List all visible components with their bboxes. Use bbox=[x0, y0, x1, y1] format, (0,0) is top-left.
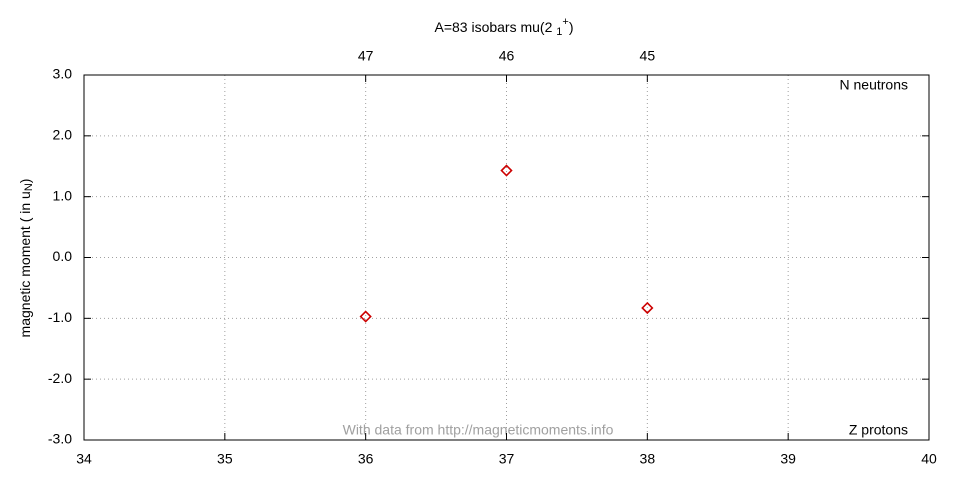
x2-tick-label: 47 bbox=[358, 48, 374, 64]
y-axis-label: magnetic moment ( in uN) bbox=[17, 179, 35, 338]
x2-tick-label: 45 bbox=[640, 48, 656, 64]
title-sub: 1 bbox=[556, 26, 562, 38]
title-main: A=83 isobars mu(2 bbox=[434, 19, 556, 35]
x-tick-label: 39 bbox=[780, 451, 796, 467]
ylabel-main: magnetic moment ( in u bbox=[17, 191, 33, 337]
annotation: With data from http://magneticmoments.in… bbox=[343, 422, 614, 438]
ylabel-sub: N bbox=[23, 183, 35, 191]
title-end: ) bbox=[569, 19, 574, 35]
point bbox=[641, 301, 654, 315]
x-tick-label: 40 bbox=[921, 451, 937, 467]
x-tick-label: 38 bbox=[640, 451, 656, 467]
title-sup: + bbox=[562, 16, 568, 28]
y-tick-label: 2.0 bbox=[53, 127, 73, 143]
point bbox=[500, 164, 513, 177]
y-tick-label: -3.0 bbox=[48, 431, 72, 447]
x-tick-label: 35 bbox=[217, 451, 233, 467]
x-tick-label: 34 bbox=[76, 451, 92, 467]
annotation: N neutrons bbox=[840, 77, 908, 93]
y-tick-label: -2.0 bbox=[48, 370, 72, 386]
ylabel-end: ) bbox=[17, 179, 33, 184]
x-tick-label: 37 bbox=[499, 451, 515, 467]
y-tick-label: 3.0 bbox=[53, 66, 73, 82]
x2-tick-label: 46 bbox=[499, 48, 515, 64]
y-tick-label: 0.0 bbox=[53, 248, 73, 264]
point bbox=[359, 310, 372, 323]
annotation: Z protons bbox=[849, 422, 908, 438]
chart-title: A=83 isobars mu(2 1+) bbox=[434, 16, 573, 38]
y-tick-label: 1.0 bbox=[53, 187, 73, 203]
x-tick-label: 36 bbox=[358, 451, 374, 467]
plot-border bbox=[83, 74, 930, 441]
y-tick-label: -1.0 bbox=[48, 309, 72, 325]
